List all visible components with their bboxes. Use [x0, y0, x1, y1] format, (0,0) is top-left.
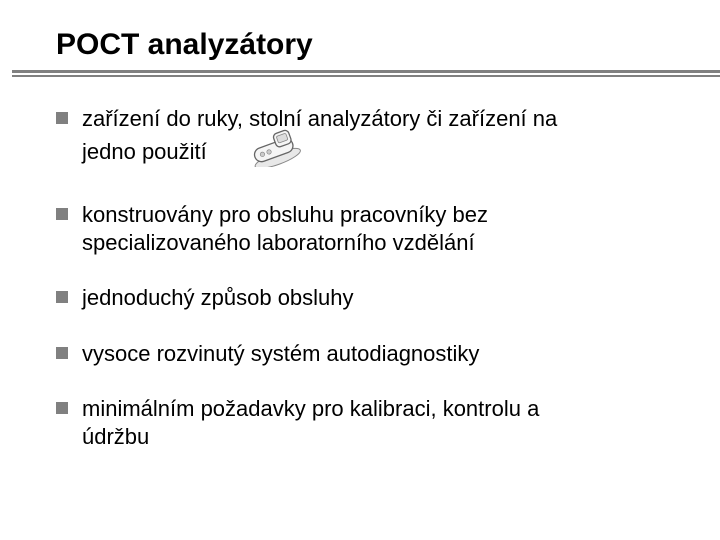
item-line1: zařízení do ruky, stolní analyzátory či … [82, 106, 557, 131]
item-line1: jednoduchý způsob obsluhy [82, 285, 354, 310]
item-line1: minimálním požadavky pro kalibraci, kont… [82, 396, 539, 421]
square-bullet-icon [56, 347, 68, 359]
item-text: zařízení do ruky, stolní analyzátory či … [82, 105, 557, 173]
slide: POCT analyzátory zařízení do ruky, stoln… [0, 0, 720, 540]
title-container: POCT analyzátory [56, 28, 672, 62]
item-line1: vysoce rozvinutý systém autodiagnostiky [82, 341, 479, 366]
item-line1: konstruovány pro obsluhu pracovníky bez [82, 202, 488, 227]
handheld-device-icon [241, 129, 307, 174]
rule-thin [12, 75, 720, 77]
list-item: konstruovány pro obsluhu pracovníky bez … [56, 201, 672, 256]
item-text: minimálním požadavky pro kalibraci, kont… [82, 395, 539, 450]
list-item: minimálním požadavky pro kalibraci, kont… [56, 395, 672, 450]
item-line2: jedno použití [82, 139, 207, 164]
rule-thick [12, 70, 720, 73]
list-item: zařízení do ruky, stolní analyzátory či … [56, 105, 672, 173]
square-bullet-icon [56, 402, 68, 414]
square-bullet-icon [56, 291, 68, 303]
item-line2: údržbu [82, 424, 149, 449]
list-item: vysoce rozvinutý systém autodiagnostiky [56, 340, 672, 368]
square-bullet-icon [56, 208, 68, 220]
square-bullet-icon [56, 112, 68, 124]
item-text: vysoce rozvinutý systém autodiagnostiky [82, 340, 479, 368]
item-text: jednoduchý způsob obsluhy [82, 284, 354, 312]
item-line2: specializovaného laboratorního vzdělání [82, 230, 475, 255]
title-underline [0, 70, 720, 77]
slide-title: POCT analyzátory [56, 28, 672, 62]
content-area: zařízení do ruky, stolní analyzátory či … [56, 105, 672, 450]
item-text: konstruovány pro obsluhu pracovníky bez … [82, 201, 488, 256]
list-item: jednoduchý způsob obsluhy [56, 284, 672, 312]
